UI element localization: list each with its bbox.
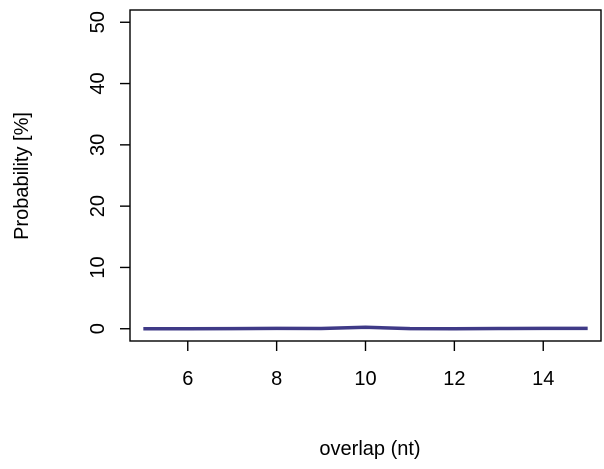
y-tick-label: 0 xyxy=(87,323,109,334)
y-axis: 0 10 20 30 40 50 xyxy=(87,11,130,334)
plot-area-frame xyxy=(129,9,602,342)
y-tick-label: 10 xyxy=(87,256,109,278)
x-tick-label: 12 xyxy=(443,368,465,390)
y-tick-label: 50 xyxy=(87,11,109,33)
y-axis-title: Probability [%] xyxy=(11,112,33,240)
x-tick-label: 10 xyxy=(354,368,376,390)
series-line xyxy=(143,325,588,331)
y-tick-label: 40 xyxy=(87,72,109,94)
y-tick-label: 20 xyxy=(87,195,109,217)
x-tick-label: 6 xyxy=(182,368,193,390)
series-layer xyxy=(143,325,588,331)
y-tick-label: 30 xyxy=(87,134,109,156)
x-axis-title: overlap (nt) xyxy=(319,438,420,460)
x-tick-label: 14 xyxy=(532,368,554,390)
x-tick-label: 8 xyxy=(271,368,282,390)
x-axis: 6 8 10 12 14 xyxy=(182,341,554,390)
